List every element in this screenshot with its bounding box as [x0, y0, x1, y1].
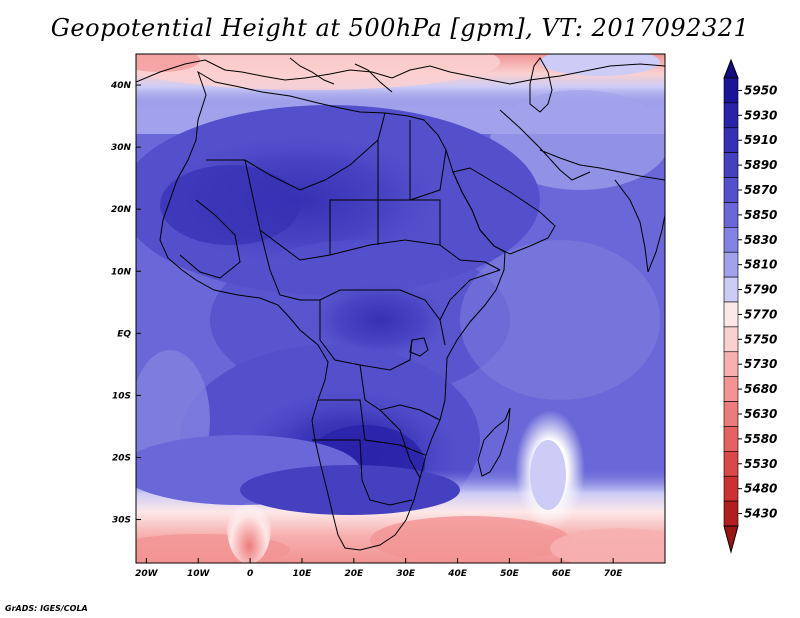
lon-tick-label: 0: [247, 569, 253, 579]
colorbar-top-arrow: [723, 58, 739, 79]
lat-tick-label: 20N: [111, 205, 132, 215]
colorbar-label: 5430: [744, 507, 777, 521]
colorbar-swatch: [723, 451, 739, 477]
lat-tick-label: 40N: [110, 81, 132, 91]
footer-credit: GrADS: IGES/COLA: [5, 604, 88, 613]
lon-tick-label: 10W: [187, 569, 211, 579]
height-field: [136, 54, 665, 563]
colorbar-swatch: [723, 177, 739, 203]
colorbar-swatch: [723, 251, 739, 278]
lat-tick-label: 30N: [111, 143, 132, 153]
colorbar-label: 5770: [744, 307, 777, 321]
colorbar-bottom-arrow: [723, 525, 739, 554]
lon-tick-label: 10E: [293, 569, 313, 579]
lon-tick-label: 50E: [500, 569, 520, 579]
colorbar-swatch: [723, 376, 739, 402]
colorbar-label: 5810: [744, 258, 777, 272]
lon-tick-label: 20E: [344, 569, 364, 579]
colorbar-label: 5950: [744, 83, 777, 97]
colorbar-swatch: [723, 351, 739, 377]
colorbar-swatch: [723, 127, 739, 153]
map-title: Geopotential Height at 500hPa [gpm], VT:…: [50, 14, 750, 42]
lat-tick-label: 10N: [111, 267, 132, 277]
lon-tick-label: 20W: [135, 569, 159, 579]
colorbar-swatch: [723, 500, 739, 527]
map-frame: [135, 53, 666, 564]
colorbar-swatch: [723, 227, 739, 253]
colorbar-label: 5630: [744, 407, 777, 421]
colorbar-label: 5930: [744, 108, 777, 122]
colorbar-label: 5790: [744, 283, 777, 297]
colorbar-label: 5750: [744, 332, 777, 346]
colorbar-swatch: [723, 301, 739, 328]
colorbar-label: 5680: [744, 382, 777, 396]
colorbar-label: 5480: [744, 482, 777, 496]
colorbar-label: 5530: [744, 457, 777, 471]
colorbar-swatch: [723, 77, 739, 104]
colorbar-swatch: [723, 152, 739, 178]
lon-tick-label: 70E: [604, 569, 624, 579]
colorbar-label: 5910: [744, 133, 777, 147]
colorbar-swatch: [723, 426, 739, 452]
lon-tick-label: 30E: [396, 569, 416, 579]
colorbar-label: 5830: [744, 233, 777, 247]
colorbar-label: 5870: [744, 183, 777, 197]
colorbar-label: 5580: [744, 432, 777, 446]
colorbar-label: 5730: [744, 357, 777, 371]
colorbar-swatch: [723, 202, 739, 228]
colorbar-label: 5850: [744, 208, 777, 222]
colorbar-swatch: [723, 475, 739, 502]
colorbar-swatch: [723, 401, 739, 427]
lat-tick-label: EQ: [117, 329, 131, 339]
lat-tick-label: 30S: [112, 516, 131, 526]
colorbar-swatch: [723, 102, 739, 129]
lat-tick-label: 10S: [112, 391, 131, 401]
coastlines: [136, 57, 665, 551]
lon-tick-label: 40E: [447, 569, 468, 579]
colorbar-label: 5890: [744, 158, 777, 172]
colorbar-swatch: [723, 326, 739, 353]
lon-tick-label: 60E: [552, 569, 572, 579]
lat-tick-label: 20S: [112, 453, 131, 463]
colorbar: 5950 5930 5910 5890 5870 5850 5830 5810 5790 5770…: [723, 58, 777, 554]
map-axes: 20W 10W 0 10E 20E 30E 40E 50E 60E 70E 40N 30N 20N 10N…: [110, 81, 623, 579]
colorbar-swatch: [723, 276, 739, 303]
